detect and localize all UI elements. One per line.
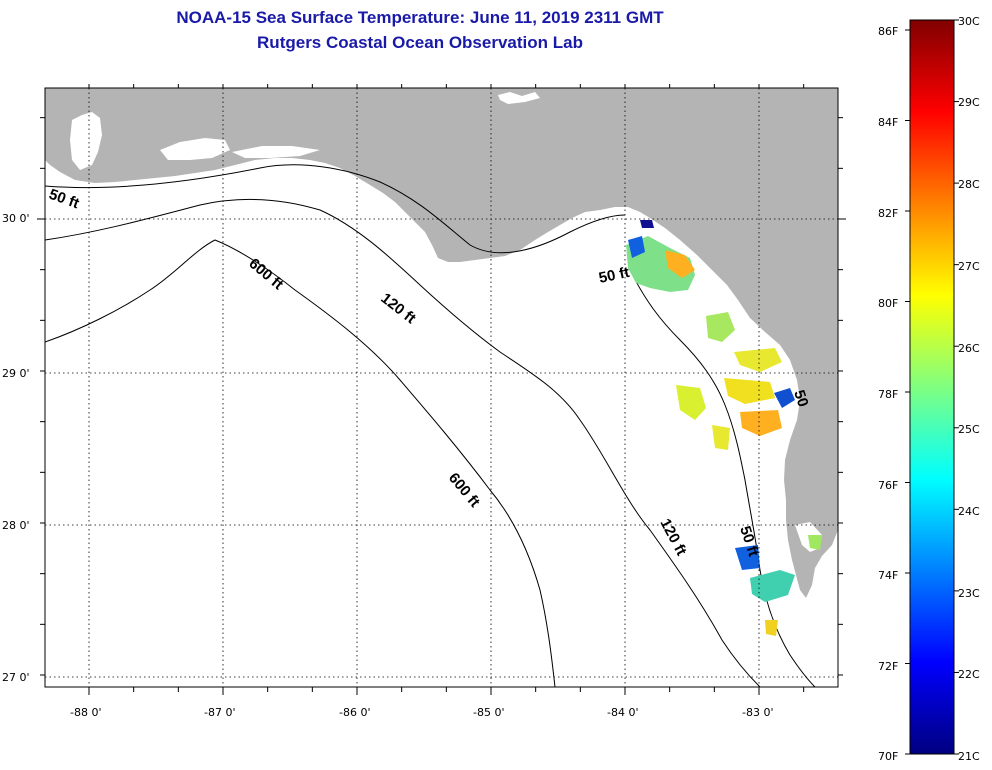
contour-50ft-west	[45, 164, 626, 254]
sst-data-patches	[626, 220, 822, 636]
lake-seminole	[498, 92, 540, 104]
contour-600ft	[45, 239, 556, 687]
cb-c-28: 28C	[958, 178, 980, 191]
cb-c-26: 26C	[958, 342, 980, 355]
contour-120ft	[45, 198, 761, 687]
sst-patch-coast-cool	[774, 388, 795, 408]
contour-label-50ft-bigbend: 50 ft	[597, 264, 631, 287]
graticule	[45, 88, 838, 687]
map-subtitle: Rutgers Coastal Ocean Observation Lab	[257, 33, 583, 52]
sst-patch-offshore-1	[676, 385, 706, 420]
sst-patch-big-bend-warm	[665, 250, 695, 278]
cb-c-23: 23C	[958, 587, 980, 600]
lon-label-88: -88 0'	[70, 706, 102, 719]
lon-label-86: -86 0'	[339, 706, 371, 719]
sst-patch-offshore-warm	[740, 410, 782, 436]
lon-label-85: -85 0'	[473, 706, 505, 719]
cb-c-25: 25C	[958, 423, 980, 436]
cb-c-27: 27C	[958, 260, 980, 273]
colorbar	[909, 19, 955, 755]
cb-f-74: 74F	[878, 569, 898, 582]
sst-patch-cedar-key-north	[706, 312, 735, 342]
lon-label-87: -87 0'	[204, 706, 236, 719]
cb-f-86: 86F	[878, 25, 898, 38]
lat-label-30: 30 0'	[2, 212, 30, 225]
sst-patch-tampa-4	[808, 535, 822, 550]
frame-ticks	[37, 84, 846, 695]
cb-c-30: 30C	[958, 15, 980, 28]
lon-label-83: -83 0'	[742, 706, 774, 719]
cb-c-24: 24C	[958, 505, 980, 518]
cb-f-82: 82F	[878, 207, 898, 220]
lon-label-84: -84 0'	[607, 706, 639, 719]
sst-patch-north-cool	[640, 220, 654, 228]
sst-patch-tampa-2	[750, 570, 795, 602]
contour-50ft-east	[629, 269, 816, 687]
sst-patch-offshore-3	[712, 425, 730, 450]
mobile-bay	[70, 112, 102, 170]
sst-patch-tampa-1	[735, 545, 760, 570]
lat-label-27: 27 0'	[2, 671, 30, 684]
sst-patch-cedar-key	[734, 348, 782, 372]
sst-patch-offshore-2	[724, 378, 775, 404]
cb-f-76: 76F	[878, 479, 898, 492]
lat-label-29: 29 0'	[2, 367, 30, 380]
sst-patch-big-bend-cool	[628, 236, 645, 258]
cb-f-70: 70F	[878, 750, 898, 763]
sst-patch-tampa-3	[765, 620, 778, 636]
choctawhatchee-bay	[232, 146, 320, 158]
cb-f-84: 84F	[878, 116, 898, 129]
cb-c-29: 29C	[958, 96, 980, 109]
cb-f-72: 72F	[878, 660, 898, 673]
cb-c-21: 21C	[958, 750, 980, 763]
map-frame	[44, 87, 839, 688]
depth-contours	[45, 164, 816, 687]
colorbar-ticks	[905, 19, 959, 755]
cb-c-22: 22C	[958, 668, 980, 681]
cb-f-78: 78F	[878, 388, 898, 401]
lat-label-28: 28 0'	[2, 519, 30, 532]
contour-label-50-coast: 50	[790, 388, 811, 409]
cb-f-80: 80F	[878, 297, 898, 310]
pensacola-bay	[160, 138, 230, 160]
map-title: NOAA-15 Sea Surface Temperature: June 11…	[176, 8, 664, 27]
